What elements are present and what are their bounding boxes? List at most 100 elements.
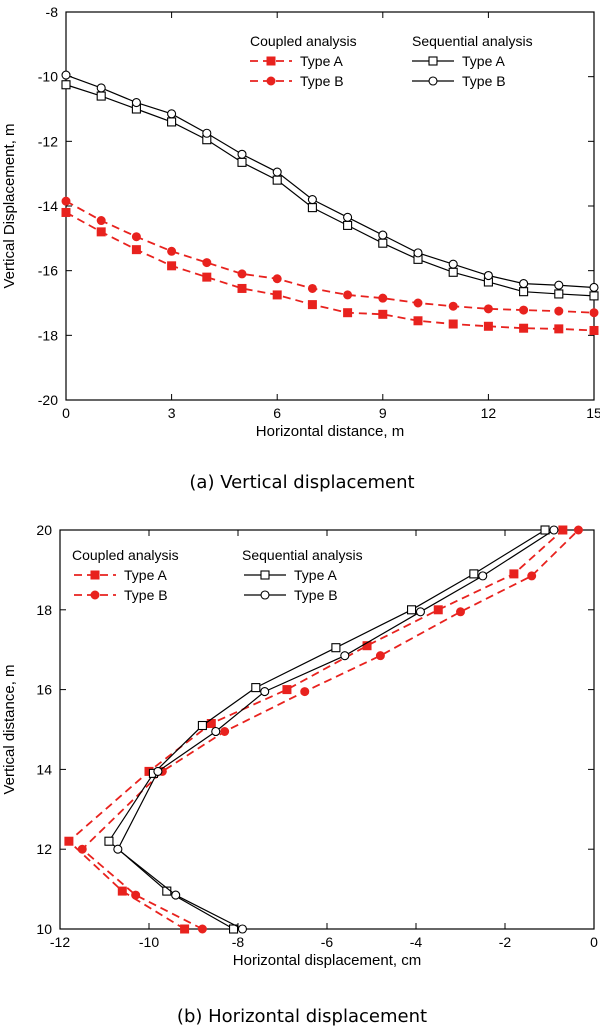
- legend-marker: [266, 76, 276, 86]
- data-point: [378, 293, 388, 303]
- data-point: [413, 248, 423, 258]
- legend-marker: [260, 590, 270, 600]
- data-point: [483, 321, 493, 331]
- data-point: [483, 304, 493, 314]
- data-point: [237, 283, 247, 293]
- legend-marker: [266, 56, 276, 66]
- data-point: [478, 571, 488, 581]
- data-point: [61, 70, 71, 80]
- series-coupled-type-a: [61, 207, 599, 335]
- data-point: [456, 607, 465, 617]
- y-tick-label: -20: [38, 392, 58, 408]
- legend: Coupled analysis Type A Type B Sequential a…: [250, 33, 533, 89]
- series-sequential-type-a: [104, 525, 550, 934]
- data-point: [343, 220, 353, 230]
- data-point: [77, 844, 87, 854]
- data-point: [413, 316, 423, 326]
- data-point: [331, 643, 341, 653]
- data-point: [589, 291, 599, 301]
- data-point: [272, 274, 282, 284]
- x-tick-label: -4: [410, 934, 423, 950]
- chart-horizontal-displacement: -12 -10 -8 -6 -4 -2 0 10 12 14 16 18 20 Horizontal di…: [1, 522, 598, 1027]
- data-point: [406, 605, 417, 615]
- y-tick-label: -18: [38, 327, 58, 343]
- data-point: [307, 283, 317, 293]
- legend-marker: [260, 570, 270, 580]
- data-point: [96, 227, 106, 237]
- data-point: [260, 687, 270, 697]
- data-point: [197, 924, 207, 934]
- data-point: [61, 80, 71, 90]
- y-tick-label: 16: [36, 682, 52, 698]
- x-axis-label: Horizontal distance, m: [256, 423, 404, 440]
- data-point: [483, 270, 493, 281]
- y-tick-label: -16: [38, 263, 58, 279]
- data-point: [104, 836, 114, 846]
- data-point: [448, 301, 458, 311]
- data-point: [272, 167, 282, 177]
- data-point: [180, 924, 190, 934]
- legend-marker: [428, 76, 438, 86]
- data-point: [171, 890, 181, 900]
- y-axis-label: Vertical Displacement, m: [1, 123, 18, 288]
- x-tick-label: 15: [586, 405, 600, 421]
- data-point: [272, 175, 282, 185]
- data-point: [64, 836, 74, 846]
- legend-marker: [428, 56, 438, 66]
- chart-caption: (a) Vertical displacement: [189, 472, 414, 493]
- data-point: [554, 289, 564, 299]
- data-point: [413, 298, 423, 308]
- data-point: [237, 149, 247, 159]
- data-point: [433, 605, 443, 615]
- legend-item-label: Type A: [300, 53, 343, 69]
- legend-item-label: Type A: [462, 53, 505, 69]
- y-axis-label: Vertical distance, m: [1, 664, 18, 794]
- data-point: [573, 525, 583, 535]
- x-tick-label: -10: [139, 934, 159, 950]
- data-point: [113, 844, 123, 854]
- data-point: [202, 272, 212, 282]
- data-point: [448, 259, 458, 269]
- legend-item-label: Type B: [124, 587, 168, 603]
- series-line: [65, 211, 595, 332]
- y-tick-label: 12: [36, 841, 52, 857]
- x-tick-label: -8: [232, 934, 245, 950]
- data-point: [117, 886, 127, 896]
- data-point: [448, 267, 458, 277]
- legend: Coupled analysis Type A Type B Sequential a…: [72, 547, 363, 603]
- data-point: [549, 525, 559, 535]
- x-tick-label: 12: [481, 405, 497, 421]
- y-tick-label: -8: [46, 4, 59, 20]
- data-point: [167, 117, 177, 127]
- data-point: [131, 245, 141, 255]
- legend-item-label: Type B: [300, 73, 344, 89]
- series-coupled-type-b: [77, 525, 583, 934]
- data-point: [343, 308, 353, 318]
- data-point: [131, 97, 141, 108]
- legend-marker: [90, 570, 100, 580]
- y-tick-label: -12: [38, 133, 58, 149]
- data-point: [448, 319, 458, 329]
- series-line: [80, 529, 580, 930]
- series-line: [117, 529, 555, 930]
- data-point: [378, 238, 388, 248]
- x-tick-label: -6: [321, 934, 334, 950]
- y-tick-label: -14: [38, 198, 58, 214]
- data-point: [237, 157, 247, 167]
- data-point: [167, 109, 177, 119]
- legend-group-title: Coupled analysis: [72, 547, 179, 563]
- legend-group-title: Coupled analysis: [250, 33, 357, 49]
- x-tick-label: -2: [499, 934, 512, 950]
- data-point: [251, 683, 261, 693]
- data-point: [375, 651, 385, 661]
- x-tick-label: 0: [62, 405, 70, 421]
- data-point: [519, 279, 529, 289]
- data-point: [272, 290, 282, 300]
- data-point: [282, 685, 292, 695]
- chart-caption: (b) Horizontal displacement: [177, 1006, 427, 1027]
- data-point: [61, 207, 71, 217]
- series-line: [65, 200, 595, 314]
- series-coupled-type-b: [61, 196, 599, 318]
- data-point: [558, 525, 568, 535]
- y-tick-label: 18: [36, 602, 52, 618]
